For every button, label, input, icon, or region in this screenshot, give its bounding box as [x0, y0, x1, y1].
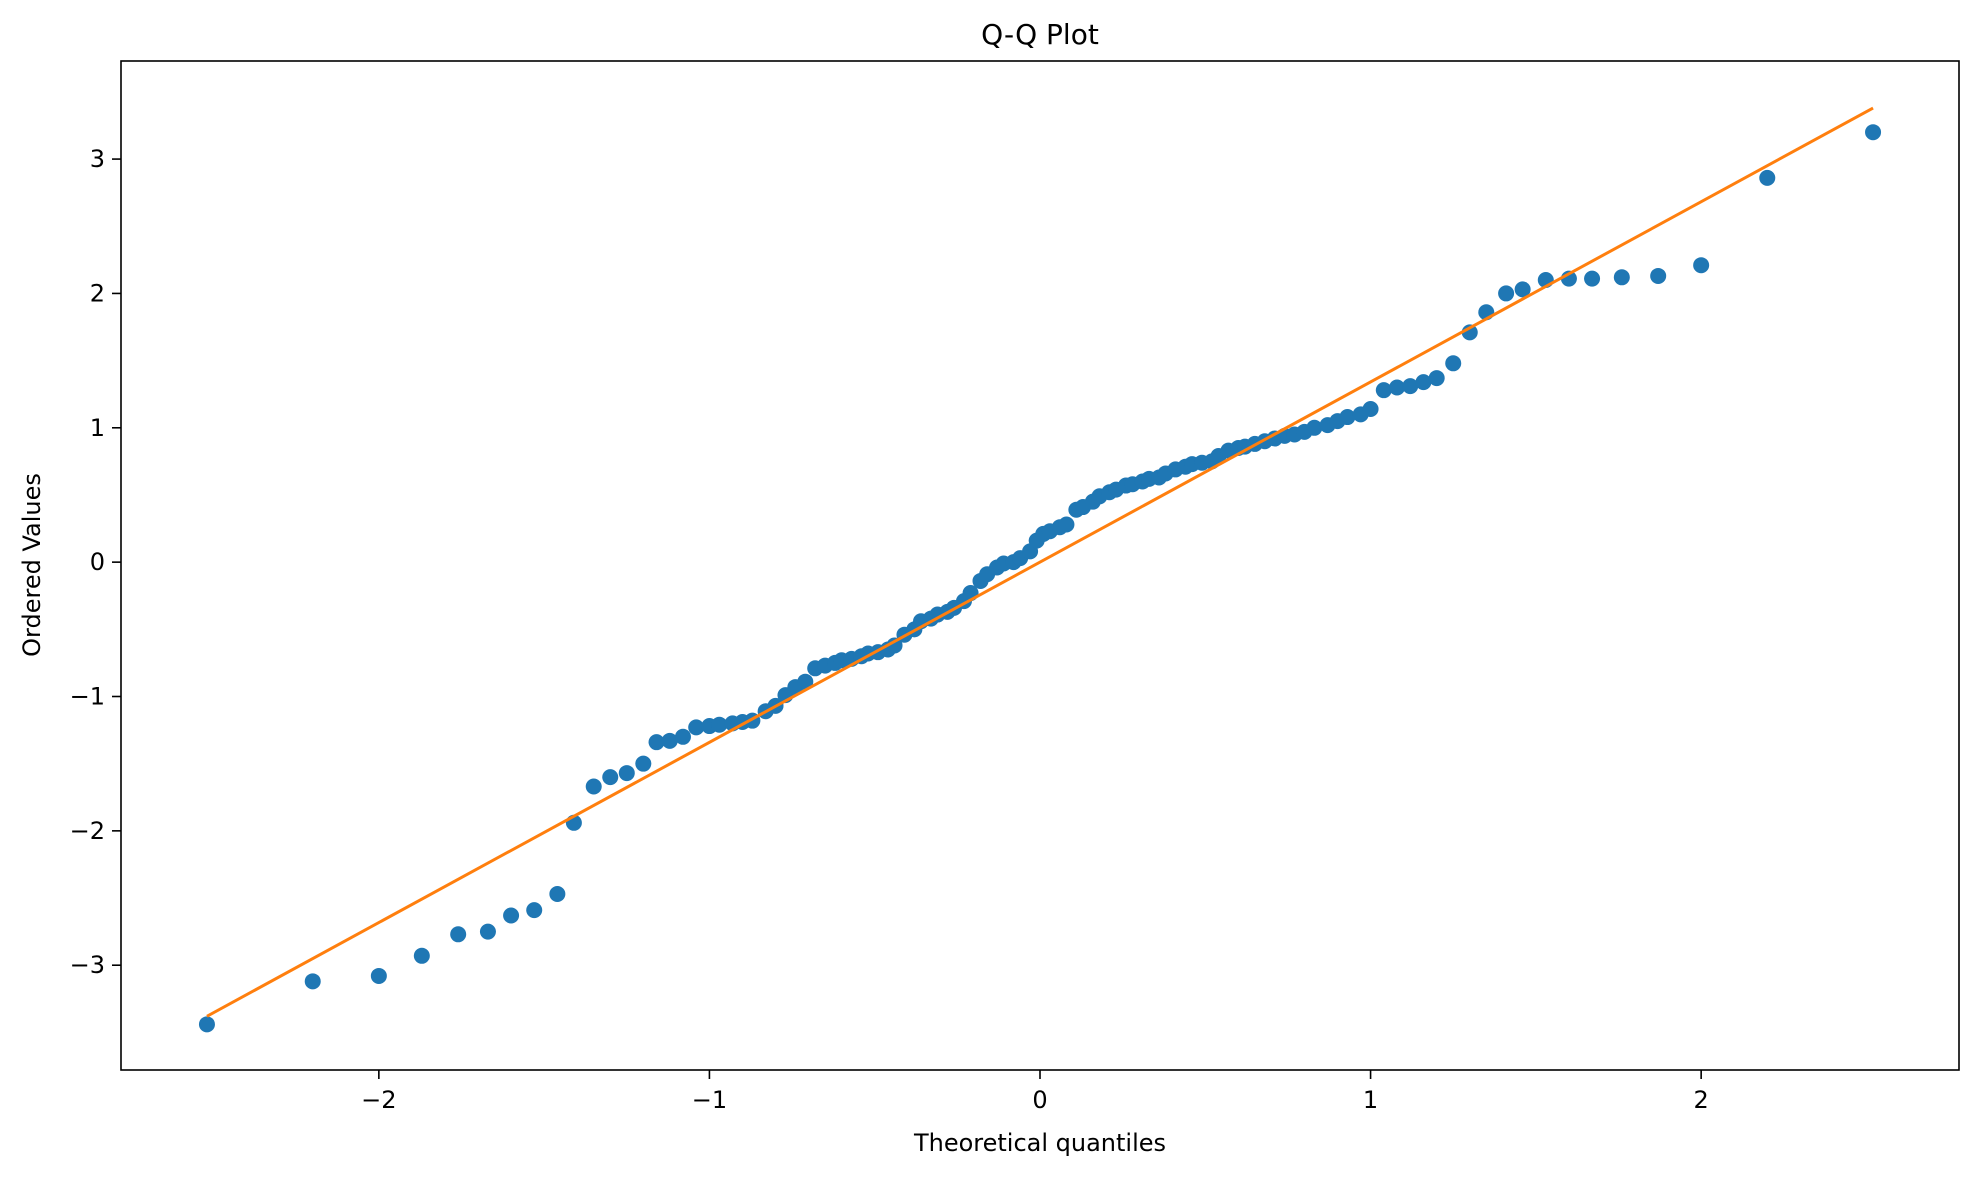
data-point	[1375, 382, 1392, 399]
data-point	[1058, 516, 1075, 533]
data-point	[1428, 370, 1445, 387]
x-axis-label: Theoretical quantiles	[913, 1129, 1166, 1157]
x-tick-label: −2	[361, 1086, 396, 1114]
data-point	[1362, 400, 1379, 417]
data-point	[711, 716, 728, 733]
data-point	[450, 926, 467, 943]
data-point	[1445, 355, 1462, 372]
y-tick-label: −3	[70, 951, 105, 979]
x-tick-label: 1	[1363, 1086, 1378, 1114]
y-tick-label: 3	[90, 145, 105, 173]
y-tick-label: −2	[70, 817, 105, 845]
data-marks	[198, 106, 1882, 1033]
data-point	[585, 778, 602, 795]
data-point	[413, 947, 430, 964]
data-point	[1514, 281, 1531, 298]
data-point	[648, 734, 665, 751]
data-point	[526, 902, 543, 919]
data-point	[1693, 257, 1710, 274]
data-point	[549, 885, 566, 902]
data-point	[198, 1016, 215, 1033]
y-tick-label: 2	[90, 279, 105, 307]
data-point	[886, 637, 903, 654]
data-point	[479, 923, 496, 940]
x-tick-label: −1	[692, 1086, 727, 1114]
y-tick-label: 0	[90, 548, 105, 576]
data-point	[1613, 269, 1630, 286]
data-point	[1402, 378, 1419, 395]
data-point	[370, 967, 387, 984]
data-point	[674, 728, 691, 745]
y-axis: −3 −2 −1 0 1 2 3	[70, 145, 121, 979]
data-point	[304, 973, 321, 990]
data-point	[635, 755, 652, 772]
data-point	[1584, 270, 1601, 287]
x-tick-label: 0	[1032, 1086, 1047, 1114]
data-point	[797, 673, 814, 690]
chart-title: Q-Q Plot	[981, 18, 1099, 51]
data-point	[661, 732, 678, 749]
x-tick-label: 2	[1694, 1086, 1709, 1114]
data-point	[1498, 285, 1515, 302]
data-point	[1306, 419, 1323, 436]
data-point	[1339, 409, 1356, 426]
y-tick-label: −1	[70, 682, 105, 710]
data-point	[688, 719, 705, 736]
data-point	[1865, 124, 1882, 141]
data-point	[618, 765, 635, 782]
data-point	[1759, 169, 1776, 186]
y-axis-label: Ordered Values	[18, 473, 46, 657]
plot-area	[120, 60, 1960, 1071]
data-point	[1650, 267, 1667, 284]
data-point	[1415, 374, 1432, 391]
data-point	[503, 907, 520, 924]
x-axis: −2 −1 0 1 2	[361, 1070, 1709, 1114]
fit-line	[206, 106, 1874, 1018]
y-tick-label: 1	[90, 414, 105, 442]
data-point	[1389, 379, 1406, 396]
data-point	[602, 769, 619, 786]
